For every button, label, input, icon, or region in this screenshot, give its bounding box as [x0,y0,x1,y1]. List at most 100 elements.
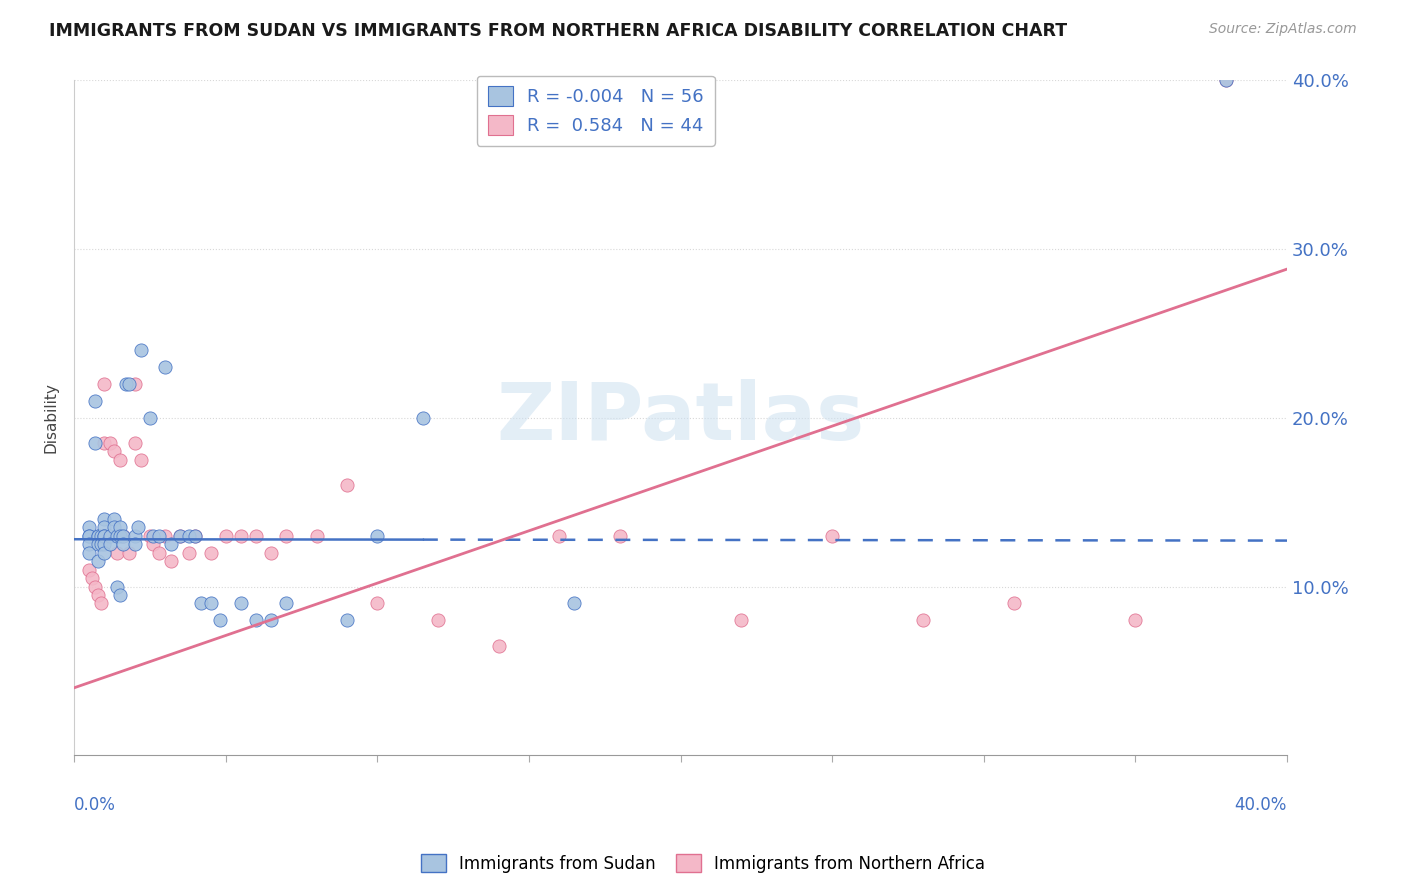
Text: IMMIGRANTS FROM SUDAN VS IMMIGRANTS FROM NORTHERN AFRICA DISABILITY CORRELATION : IMMIGRANTS FROM SUDAN VS IMMIGRANTS FROM… [49,22,1067,40]
Point [82,571,104,585]
Point [87,588,110,602]
Point [184,529,207,543]
Point [215,529,238,543]
Point [412,410,434,425]
Text: ZIPatlas: ZIPatlas [496,379,865,457]
Point [260,613,283,627]
Point [139,410,162,425]
Point [245,529,267,543]
Point [124,537,146,551]
Point [1215,73,1237,87]
Point [87,554,110,568]
Point [111,529,134,543]
Point [148,529,170,543]
Point [77,520,100,534]
Point [200,546,222,560]
Point [108,520,131,534]
Point [609,529,631,543]
Point [148,546,170,560]
Point [93,436,115,450]
Point [124,436,146,450]
Point [139,529,162,543]
Point [77,529,100,543]
Point [77,546,100,560]
Point [200,596,222,610]
Point [90,596,112,610]
Point [153,529,176,543]
Point [111,529,134,543]
Point [912,613,935,627]
Y-axis label: Disability: Disability [44,383,58,453]
Point [114,376,136,391]
Point [100,529,122,543]
Point [276,529,298,543]
Point [260,546,283,560]
Point [84,393,107,408]
Point [229,529,252,543]
Point [108,453,131,467]
Point [93,512,115,526]
Point [276,596,298,610]
Point [108,529,131,543]
Point [366,596,388,610]
Point [169,529,191,543]
Point [1002,596,1025,610]
Point [87,537,110,551]
Point [153,359,176,374]
Point [84,436,107,450]
Point [142,529,165,543]
Point [100,537,122,551]
Point [821,529,844,543]
Legend: R = -0.004   N = 56, R =  0.584   N = 44: R = -0.004 N = 56, R = 0.584 N = 44 [477,76,714,146]
Point [488,639,510,653]
Point [336,613,359,627]
Point [108,588,131,602]
Point [93,376,115,391]
Point [548,529,571,543]
Point [111,537,134,551]
Text: 0.0%: 0.0% [75,796,115,814]
Point [184,529,207,543]
Point [77,563,100,577]
Point [90,537,112,551]
Point [160,554,183,568]
Point [84,580,107,594]
Point [1215,73,1237,87]
Point [93,529,115,543]
Point [93,520,115,534]
Text: Source: ZipAtlas.com: Source: ZipAtlas.com [1209,22,1357,37]
Point [118,546,141,560]
Point [730,613,752,627]
Point [105,546,128,560]
Point [366,529,388,543]
Point [245,613,267,627]
Point [229,596,252,610]
Point [129,453,152,467]
Point [160,537,183,551]
Point [77,529,100,543]
Point [179,546,201,560]
Legend: Immigrants from Sudan, Immigrants from Northern Africa: Immigrants from Sudan, Immigrants from N… [415,847,991,880]
Point [90,529,112,543]
Point [93,529,115,543]
Point [142,537,165,551]
Point [208,613,231,627]
Point [129,343,152,358]
Point [77,537,100,551]
Point [124,529,146,543]
Point [1125,613,1147,627]
Point [105,580,128,594]
Point [564,596,586,610]
Point [179,529,201,543]
Point [87,529,110,543]
Point [105,529,128,543]
Point [124,376,146,391]
Point [190,596,212,610]
Point [87,529,110,543]
Point [93,537,115,551]
Point [100,436,122,450]
Point [127,520,149,534]
Point [103,444,125,458]
Point [305,529,328,543]
Point [427,613,450,627]
